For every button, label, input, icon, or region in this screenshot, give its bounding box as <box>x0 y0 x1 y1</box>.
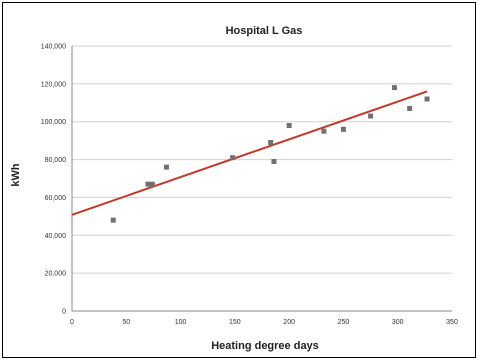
y-tick-label: 120,000 <box>41 81 66 88</box>
y-tick-labels: 0 20,000 40,000 60,000 80,000 100,000 120,000 1… <box>41 44 66 316</box>
data-point <box>110 217 116 223</box>
data-point <box>163 164 169 170</box>
x-tick-label: 50 <box>122 319 130 326</box>
x-axis-label: Heating degree days <box>211 340 319 352</box>
y-tick-label: 80,000 <box>45 157 67 164</box>
axes <box>71 46 452 312</box>
data-point <box>268 140 274 146</box>
data-point <box>340 126 346 132</box>
y-tick-label: 0 <box>62 309 66 316</box>
data-point <box>424 96 430 102</box>
x-tick-label: 150 <box>229 319 241 326</box>
chart-frame <box>2 2 476 358</box>
data-point <box>321 128 327 134</box>
x-tick-label: 300 <box>392 319 404 326</box>
y-tick-label: 60,000 <box>45 195 67 202</box>
x-tick-label: 0 <box>70 319 74 326</box>
data-point <box>368 113 374 119</box>
y-tick-label: 140,000 <box>41 44 66 51</box>
x-tick-label: 200 <box>283 319 295 326</box>
data-point <box>145 181 151 187</box>
trendline <box>71 90 428 216</box>
x-tick-label: 100 <box>175 319 187 326</box>
x-tick-labels: 0 50 100 150 200 250 300 350 <box>70 319 458 326</box>
data-point <box>286 123 292 128</box>
data-point <box>271 158 277 164</box>
data-point <box>407 105 413 111</box>
y-tick-label: 20,000 <box>45 271 67 278</box>
y-tick-label: 100,000 <box>41 119 66 126</box>
data-points <box>110 85 430 223</box>
x-tick-label: 350 <box>446 319 458 326</box>
y-tick-label: 40,000 <box>45 233 67 240</box>
y-axis-label: kWh <box>10 163 22 187</box>
chart-title: Hospital L Gas <box>226 25 303 37</box>
gridlines <box>72 45 452 274</box>
data-point <box>230 155 236 161</box>
data-point <box>391 85 397 91</box>
data-point <box>149 181 155 187</box>
x-tick-label: 250 <box>338 319 350 326</box>
